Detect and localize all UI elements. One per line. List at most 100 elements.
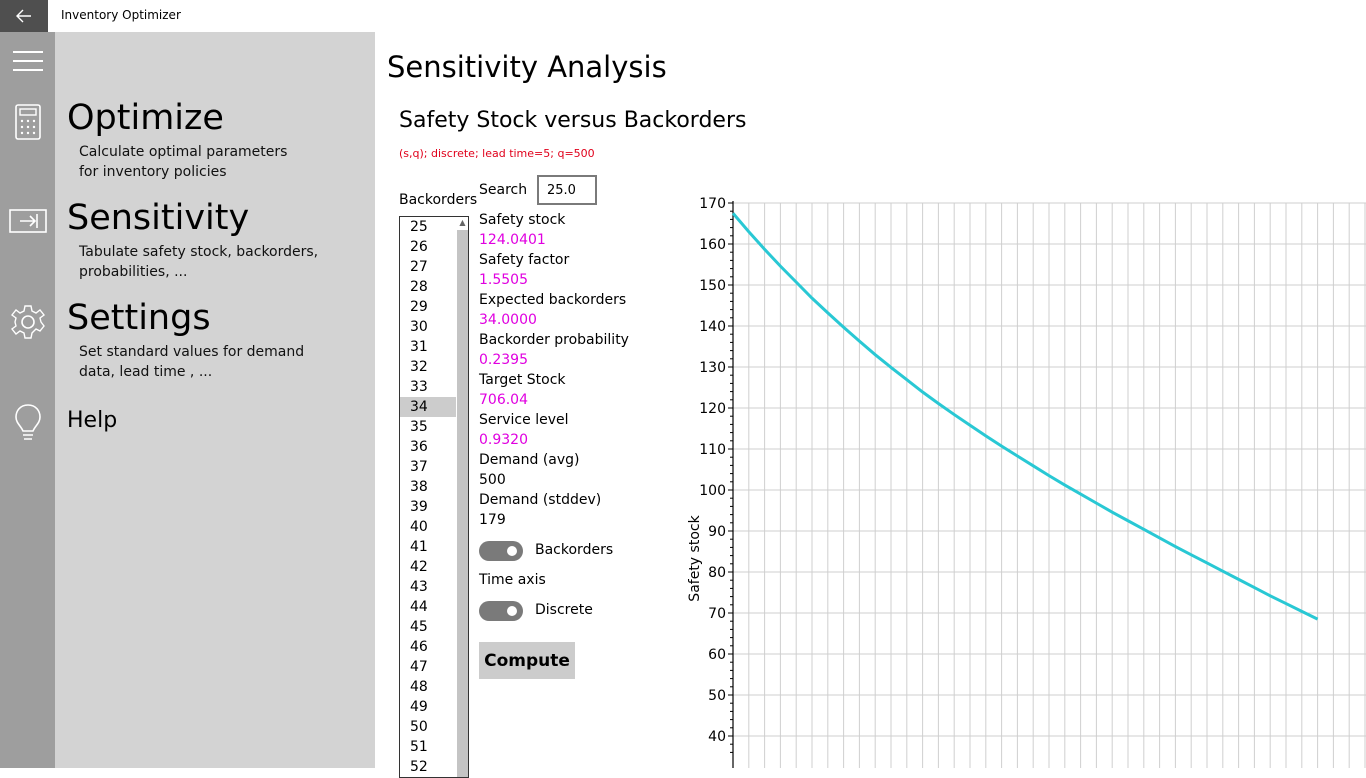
- list-item[interactable]: 52: [410, 759, 428, 775]
- list-item[interactable]: 45: [410, 619, 428, 635]
- lightbulb-icon: [14, 404, 41, 440]
- y-tick-label: 40: [708, 729, 726, 745]
- scroll-thumb[interactable]: [457, 230, 468, 777]
- list-item[interactable]: 42: [410, 559, 428, 575]
- list-item[interactable]: 28: [410, 279, 428, 295]
- list-item[interactable]: 30: [410, 319, 428, 335]
- list-item[interactable]: 40: [410, 519, 428, 535]
- backorder-probability-value: 0.2395: [479, 352, 528, 368]
- y-tick-label: 80: [708, 565, 726, 581]
- y-tick-label: 70: [708, 606, 726, 622]
- y-axis-label: Safety stock: [687, 514, 703, 601]
- list-item[interactable]: 38: [410, 479, 428, 495]
- safety-factor-label: Safety factor: [479, 252, 570, 268]
- nav-rail: [0, 32, 55, 768]
- search-input[interactable]: [537, 175, 597, 205]
- sensitivity-icon: [8, 209, 47, 233]
- hamburger-icon: [12, 51, 43, 71]
- demand-stddev-value: 179: [479, 512, 506, 528]
- calculator-icon: [14, 104, 41, 140]
- rail-sensitivity-button[interactable]: [0, 209, 55, 233]
- list-item[interactable]: 33: [410, 379, 428, 395]
- y-tick-label: 150: [699, 278, 726, 294]
- y-tick-label: 110: [699, 442, 726, 458]
- list-item[interactable]: 25: [410, 219, 428, 235]
- rail-settings-button[interactable]: [0, 304, 55, 340]
- nav-settings-desc: Set standard values for demand data, lea…: [79, 344, 305, 380]
- safety-stock-chart: 170 160 150 140 130 120 110 100 90 80 70 60 50 40 Safe…: [687, 196, 1366, 768]
- y-tick-label: 100: [699, 483, 726, 499]
- gear-icon: [10, 305, 45, 339]
- demand-avg-label: Demand (avg): [479, 452, 580, 468]
- service-level-label: Service level: [479, 412, 569, 428]
- nav-sensitivity-title[interactable]: Sensitivity: [67, 198, 250, 238]
- compute-button[interactable]: Compute: [479, 642, 575, 679]
- list-item[interactable]: 34: [400, 397, 456, 417]
- series-line: [731, 212, 1319, 621]
- rail-optimize-button[interactable]: [0, 104, 55, 140]
- list-item[interactable]: 43: [410, 579, 428, 595]
- backorders-list[interactable]: 25 26 27 28 29 30 31 32 33 34 35 36 37 38 39 40 41 42 43 44…: [399, 216, 469, 778]
- expected-backorders-label: Expected backorders: [479, 292, 627, 308]
- params-subtitle: (s,q); discrete; lead time=5; q=500: [399, 147, 595, 160]
- list-item[interactable]: 51: [410, 739, 428, 755]
- target-stock-value: 706.04: [479, 392, 528, 408]
- demand-avg-value: 500: [479, 472, 506, 488]
- list-item[interactable]: 44: [410, 599, 428, 615]
- nav-sensitivity-desc: Tabulate safety stock, backorders, proba…: [79, 244, 319, 280]
- list-item[interactable]: 49: [410, 699, 428, 715]
- y-tick-label: 50: [708, 688, 726, 704]
- nav-optimize-desc: Calculate optimal parameters for invento…: [79, 144, 288, 180]
- y-tick-label: 130: [699, 360, 726, 376]
- y-tick-label: 90: [708, 524, 726, 540]
- safety-stock-value: 124.0401: [479, 232, 546, 248]
- nav-optimize-title[interactable]: Optimize: [67, 98, 224, 138]
- page-title: Sensitivity Analysis: [387, 50, 667, 84]
- nav-help-title[interactable]: Help: [67, 408, 118, 433]
- back-button[interactable]: [0, 0, 48, 32]
- nav-settings-title[interactable]: Settings: [67, 298, 211, 338]
- search-label: Search: [479, 182, 528, 198]
- backorders-toggle[interactable]: [479, 541, 523, 561]
- toggle-knob: [507, 546, 517, 556]
- backorder-probability-label: Backorder probability: [479, 332, 629, 348]
- back-arrow-icon: [16, 9, 31, 23]
- list-item[interactable]: 41: [410, 539, 428, 555]
- chart-title: Safety Stock versus Backorders: [399, 108, 747, 133]
- list-item[interactable]: 48: [410, 679, 428, 695]
- discrete-toggle-label: Discrete: [535, 602, 593, 618]
- list-item[interactable]: 35: [410, 419, 428, 435]
- list-item[interactable]: 31: [410, 339, 428, 355]
- list-item[interactable]: 37: [410, 459, 428, 475]
- y-tick-label: 160: [699, 237, 726, 253]
- list-item[interactable]: 27: [410, 259, 428, 275]
- toggle-knob: [507, 606, 517, 616]
- list-item[interactable]: 36: [410, 439, 428, 455]
- rail-help-button[interactable]: [0, 404, 55, 442]
- discrete-toggle[interactable]: [479, 601, 523, 621]
- backorders-list-items: 25 26 27 28 29 30 31 32 33 34 35 36 37 38 39 40 41 42 43 44…: [400, 217, 456, 777]
- safety-factor-value: 1.5505: [479, 272, 528, 288]
- backorders-list-label: Backorders: [399, 192, 478, 208]
- title-bar: Inventory Optimizer: [0, 0, 1366, 32]
- y-tick-label: 60: [708, 647, 726, 663]
- y-tick-label: 170: [699, 196, 726, 212]
- expected-backorders-value: 34.0000: [479, 312, 537, 328]
- list-item[interactable]: 32: [410, 359, 428, 375]
- target-stock-label: Target Stock: [479, 372, 566, 388]
- list-item[interactable]: 47: [410, 659, 428, 675]
- nav-pane: Optimize Calculate optimal parameters fo…: [55, 32, 375, 768]
- demand-stddev-label: Demand (stddev): [479, 492, 602, 508]
- list-item[interactable]: 50: [410, 719, 428, 735]
- time-axis-label: Time axis: [479, 572, 546, 588]
- list-item[interactable]: 26: [410, 239, 428, 255]
- scroll-up-arrow-icon[interactable]: ▲: [459, 218, 466, 227]
- list-item[interactable]: 46: [410, 639, 428, 655]
- hamburger-menu-button[interactable]: [0, 50, 55, 72]
- y-tick-label: 120: [699, 401, 726, 417]
- service-level-value: 0.9320: [479, 432, 528, 448]
- list-item[interactable]: 39: [410, 499, 428, 515]
- app-title: Inventory Optimizer: [61, 8, 181, 22]
- list-scrollbar[interactable]: ▲: [457, 217, 468, 777]
- list-item[interactable]: 29: [410, 299, 428, 315]
